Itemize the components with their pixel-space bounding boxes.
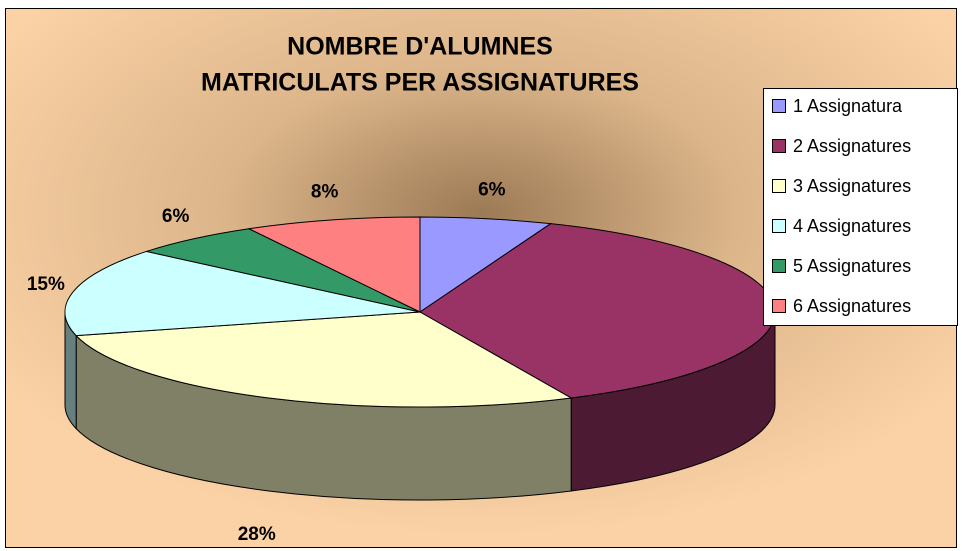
data-label: 8% <box>311 181 339 202</box>
legend-label: 5 Assignatures <box>793 256 911 276</box>
legend-swatch <box>772 259 786 273</box>
legend-label: 3 Assignatures <box>793 176 911 196</box>
pie-slice <box>247 216 421 313</box>
legend-label: 2 Assignatures <box>793 136 911 156</box>
data-label: 28% <box>238 524 276 545</box>
legend-swatch <box>772 179 786 193</box>
pie-slice <box>144 228 421 313</box>
legend-swatch <box>772 299 786 313</box>
legend-label: 6 Assignatures <box>793 296 911 316</box>
legend-label: 1 Assignatura <box>793 96 903 116</box>
legend-swatch <box>772 99 786 113</box>
data-label: 15% <box>27 274 65 295</box>
pie-slice <box>419 216 553 313</box>
legend-label: 4 Assignatures <box>793 216 911 236</box>
pie-slice <box>64 250 421 337</box>
pie <box>64 216 776 501</box>
legend-swatch <box>772 139 786 153</box>
data-label: 6% <box>162 206 190 227</box>
data-label: 6% <box>478 180 506 201</box>
legend <box>763 88 958 326</box>
chart-title: NOMBRE D'ALUMNES <box>287 33 553 61</box>
chart-title: MATRICULATS PER ASSIGNATURES <box>201 69 639 97</box>
pie-slice <box>75 311 573 408</box>
legend-swatch <box>772 219 786 233</box>
